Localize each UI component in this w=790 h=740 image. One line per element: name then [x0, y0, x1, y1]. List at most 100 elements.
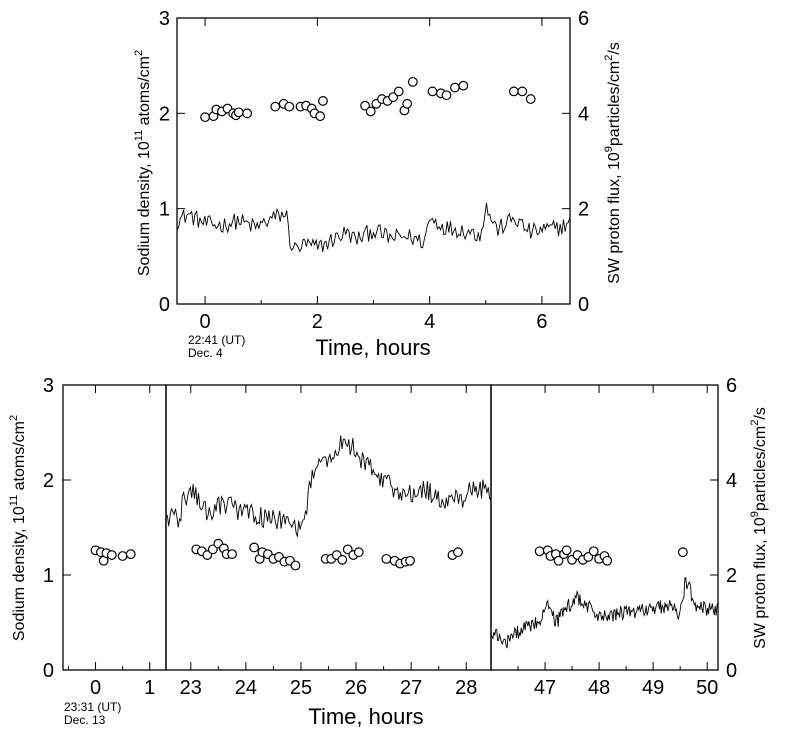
y-tick-label: 0 — [159, 294, 170, 316]
y2-tick-label: 2 — [578, 199, 589, 221]
right-axis-title-end: /s — [606, 42, 623, 54]
sodium-point — [561, 545, 572, 556]
sodium-point — [365, 106, 376, 117]
y-tick-label: 2 — [43, 470, 54, 492]
proton-flux-line — [165, 435, 492, 537]
sodium-point — [508, 86, 519, 97]
y-tick-label: 3 — [159, 8, 170, 30]
x-tick-label: 49 — [642, 677, 664, 699]
sodium-point — [249, 542, 260, 553]
y2-tick-label: 0 — [726, 660, 737, 682]
y2-tick-label: 2 — [726, 565, 737, 587]
x-tick-label: 26 — [345, 677, 367, 699]
proton-flux-line — [176, 203, 571, 253]
y2-tick-label: 6 — [578, 8, 589, 30]
left-axis-title-tail: atoms/cm — [136, 56, 153, 130]
left-axis-title-tail: atoms/cm — [11, 421, 28, 495]
sodium-point — [402, 98, 413, 109]
y-tick-label: 2 — [159, 103, 170, 125]
sodium-point — [517, 86, 528, 97]
sodium-point — [450, 82, 460, 93]
sodium-point — [337, 554, 348, 565]
right-axis-title-sup2: 2 — [749, 420, 761, 426]
plot-area-bottom — [62, 384, 719, 671]
sodium-point — [200, 112, 210, 123]
left-axis-title-bottom: Sodium density, 1011 atoms/cm2 — [8, 415, 28, 641]
start-time-bottom: 23:31 (UT) — [64, 700, 121, 714]
x-tick-label: 0 — [90, 677, 101, 699]
sodium-point — [318, 96, 328, 106]
y2-tick-label: 4 — [726, 470, 737, 492]
right-axis-title-main: SW proton flux, 10 — [606, 152, 623, 284]
left-axis-title-sup: 11 — [133, 130, 145, 141]
sodium-point — [458, 80, 469, 91]
y-tick-label: 0 — [43, 660, 54, 682]
sodium-point — [284, 101, 295, 112]
segment-3 — [490, 384, 719, 671]
proton-flux-line — [490, 577, 719, 649]
right-axis-title-top: SW proton flux, 109particles/cm2/s — [603, 42, 623, 284]
sodium-point — [227, 549, 238, 559]
plot-frame — [176, 17, 571, 305]
sodium-point — [677, 547, 688, 558]
chart-top-panel: 0 2 4 6 0 1 2 3 0 2 4 6 Sodium density, 1011 atoms/… — [133, 8, 623, 360]
sodium-point — [388, 92, 399, 103]
x-axis-title-top: Time, hours — [315, 335, 430, 360]
x-tick-label: 50 — [696, 677, 718, 699]
right-axis-title-main: SW proton flux, 10 — [752, 517, 769, 649]
x-tick-label: 48 — [588, 677, 610, 699]
sodium-point — [441, 90, 452, 101]
sodium-point — [525, 94, 536, 104]
sodium-point — [125, 549, 136, 559]
y2-tick-label: 0 — [578, 294, 589, 316]
sodium-point — [117, 551, 128, 561]
left-axis-title-sup2: 2 — [8, 415, 20, 421]
start-date-top: Dec. 4 — [188, 346, 223, 360]
segment-frame — [62, 384, 167, 671]
x-tick-label: 6 — [536, 311, 547, 333]
sodium-point — [353, 547, 364, 558]
x-tick-label: 27 — [400, 677, 422, 699]
sodium-point — [290, 560, 301, 571]
sodium-point — [360, 100, 370, 111]
sodium-point — [602, 555, 613, 566]
right-axis-title-end: /s — [752, 407, 769, 419]
y-tick-label: 1 — [159, 199, 170, 221]
right-axis-title-sup: 9 — [749, 511, 761, 517]
sodium-point — [534, 546, 545, 557]
x-tick-label: 23 — [180, 677, 202, 699]
left-axis-title-main: Sodium density, 10 — [11, 506, 28, 641]
right-axis-title-tail: particles/cm — [752, 426, 769, 511]
sodium-point — [106, 550, 117, 560]
plot-area-top — [176, 17, 571, 305]
start-time-top: 22:41 (UT) — [188, 333, 245, 347]
sodium-point — [427, 86, 438, 97]
sodium-point — [453, 547, 463, 558]
right-axis-title-tail: particles/cm — [606, 61, 623, 146]
left-axis-title-top: Sodium density, 1011 atoms/cm2 — [133, 50, 153, 276]
sodium-point — [242, 108, 253, 119]
right-axis-title-bottom: SW proton flux, 109particles/cm2/s — [749, 407, 769, 649]
y2-tick-label: 4 — [578, 103, 589, 125]
left-axis-title-sup: 11 — [8, 495, 20, 506]
sodium-point — [233, 107, 244, 118]
x-tick-label: 0 — [200, 311, 211, 333]
segment-frame — [165, 384, 492, 671]
y2-tick-label: 6 — [726, 375, 737, 397]
y-tick-label: 1 — [43, 565, 54, 587]
sodium-point — [588, 546, 599, 557]
left-axis-title-main: Sodium density, 10 — [136, 141, 153, 276]
x-tick-label: 28 — [455, 677, 477, 699]
x-tick-label: 25 — [290, 677, 312, 699]
x-tick-label: 24 — [235, 677, 257, 699]
sodium-point — [381, 553, 392, 564]
right-axis-title-sup: 9 — [603, 146, 615, 152]
right-axis-title-sup2: 2 — [603, 55, 615, 61]
sodium-point — [407, 76, 418, 87]
segment-2 — [165, 384, 492, 671]
sodium-point — [553, 555, 564, 566]
x-tick-label: 4 — [424, 311, 435, 333]
